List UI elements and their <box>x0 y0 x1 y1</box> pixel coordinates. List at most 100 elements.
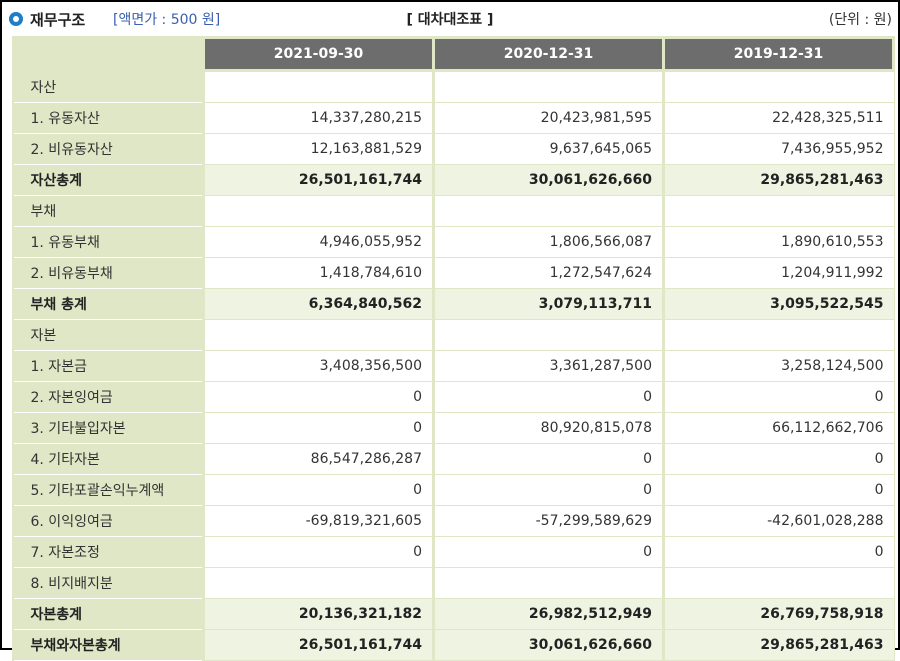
value-cell: 20,136,321,182 <box>202 598 434 630</box>
row-label: 2. 자본잉여금 <box>13 381 204 413</box>
value-cell <box>662 70 894 103</box>
header-blank-cell <box>12 36 205 72</box>
table-row: 7. 자본조정 0 0 0 <box>13 536 894 568</box>
section-row: 부채 <box>13 195 894 227</box>
total-row: 자산총계 26,501,161,744 30,061,626,660 29,865,2… <box>13 164 894 196</box>
value-cell: 0 <box>202 474 434 506</box>
value-cell: 26,982,512,949 <box>432 598 664 630</box>
total-row: 부채와자본총계 26,501,161,744 30,061,626,660 29,86… <box>13 629 894 661</box>
value-cell: 3,258,124,500 <box>662 350 894 382</box>
value-cell <box>432 70 664 103</box>
table-row: 1. 유동부채 4,946,055,952 1,806,566,087 1,890,6… <box>13 226 894 258</box>
row-label: 8. 비지배지분 <box>13 567 204 599</box>
row-label: 2. 비유동부채 <box>13 257 204 289</box>
value-cell: 80,920,815,078 <box>432 412 664 444</box>
value-cell <box>432 567 664 599</box>
value-cell <box>662 567 894 599</box>
balance-sheet-table: 2021-09-30 2020-12-31 2019-12-31 자산 1. 유동… <box>12 36 895 661</box>
value-cell: 3,361,287,500 <box>432 350 664 382</box>
table-row: 2. 비유동부채 1,418,784,610 1,272,547,624 1,204,… <box>13 257 894 289</box>
unit-label: (단위 : 원) <box>828 12 892 28</box>
row-label: 2. 비유동자산 <box>13 133 204 165</box>
table-body: 자산 1. 유동자산 14,337,280,215 20,423,981,595 22,… <box>13 70 894 661</box>
value-cell: 26,769,758,918 <box>662 598 894 630</box>
value-cell: 12,163,881,529 <box>202 133 434 165</box>
table-row: 6. 이익잉여금 -69,819,321,605 -57,299,589,629 -4… <box>13 505 894 537</box>
value-cell: 0 <box>662 474 894 506</box>
value-cell <box>202 567 434 599</box>
row-label: 1. 자본금 <box>13 350 204 382</box>
value-cell: 29,865,281,463 <box>662 164 894 196</box>
row-label: 자산 <box>13 70 204 103</box>
value-cell: 29,865,281,463 <box>662 629 894 661</box>
row-label: 3. 기타불입자본 <box>13 412 204 444</box>
value-cell: 26,501,161,744 <box>202 164 434 196</box>
row-label: 자본 <box>13 319 204 351</box>
value-cell: 0 <box>202 381 434 413</box>
row-label: 7. 자본조정 <box>13 536 204 568</box>
table-header-row: 2021-09-30 2020-12-31 2019-12-31 <box>12 36 895 72</box>
row-label: 자본총계 <box>13 598 204 630</box>
value-cell: 0 <box>662 443 894 475</box>
panel-title: 재무구조 <box>30 11 86 29</box>
row-label: 6. 이익잉여금 <box>13 505 204 537</box>
row-label: 부채 <box>13 195 204 227</box>
row-label: 부채와자본총계 <box>13 629 204 661</box>
value-cell: 14,337,280,215 <box>202 102 434 134</box>
table-row: 4. 기타자본 86,547,286,287 0 0 <box>13 443 894 475</box>
value-cell: 7,436,955,952 <box>662 133 894 165</box>
row-label: 5. 기타포괄손익누계액 <box>13 474 204 506</box>
value-cell: 0 <box>432 474 664 506</box>
value-cell: 22,428,325,511 <box>662 102 894 134</box>
table-row: 3. 기타불입자본 0 80,920,815,078 66,112,662,706 <box>13 412 894 444</box>
total-row: 부채 총계 6,364,840,562 3,079,113,711 3,095,522… <box>13 288 894 320</box>
row-label: 부채 총계 <box>13 288 204 320</box>
panel-header: 재무구조 [액면가 : 500 원] [ 대차대조표 ] (단위 : 원) <box>2 2 898 36</box>
column-header: 2021-09-30 <box>202 36 435 72</box>
value-cell: 9,637,645,065 <box>432 133 664 165</box>
value-cell: 30,061,626,660 <box>432 164 664 196</box>
statement-title: [ 대차대조표 ] <box>406 12 494 28</box>
value-cell: 26,501,161,744 <box>202 629 434 661</box>
value-cell <box>202 70 434 103</box>
value-cell: 1,890,610,553 <box>662 226 894 258</box>
value-cell: 0 <box>432 443 664 475</box>
row-label: 1. 유동부채 <box>13 226 204 258</box>
value-cell: 30,061,626,660 <box>432 629 664 661</box>
value-cell: -57,299,589,629 <box>432 505 664 537</box>
value-cell <box>432 319 664 351</box>
value-cell: 1,272,547,624 <box>432 257 664 289</box>
column-header: 2019-12-31 <box>662 36 895 72</box>
value-cell: 3,095,522,545 <box>662 288 894 320</box>
column-header: 2020-12-31 <box>432 36 665 72</box>
value-cell <box>662 319 894 351</box>
value-cell: 0 <box>662 381 894 413</box>
value-cell: 6,364,840,562 <box>202 288 434 320</box>
value-cell: -42,601,028,288 <box>662 505 894 537</box>
table-row: 5. 기타포괄손익누계액 0 0 0 <box>13 474 894 506</box>
par-value-label: [액면가 : 500 원] <box>113 12 221 28</box>
value-cell <box>202 319 434 351</box>
value-cell: 0 <box>202 536 434 568</box>
value-cell: 0 <box>432 381 664 413</box>
section-row: 자본 <box>13 319 894 351</box>
total-row: 자본총계 20,136,321,182 26,982,512,949 26,769,7… <box>13 598 894 630</box>
value-cell: 4,946,055,952 <box>202 226 434 258</box>
table-row: 8. 비지배지분 <box>13 567 894 599</box>
value-cell: 3,079,113,711 <box>432 288 664 320</box>
row-label: 4. 기타자본 <box>13 443 204 475</box>
value-cell: 66,112,662,706 <box>662 412 894 444</box>
value-cell: 1,418,784,610 <box>202 257 434 289</box>
value-cell: 1,806,566,087 <box>432 226 664 258</box>
value-cell: 3,408,356,500 <box>202 350 434 382</box>
value-cell: 1,204,911,992 <box>662 257 894 289</box>
value-cell <box>202 195 434 227</box>
table-row: 2. 자본잉여금 0 0 0 <box>13 381 894 413</box>
value-cell: 20,423,981,595 <box>432 102 664 134</box>
value-cell: 0 <box>662 536 894 568</box>
value-cell: 0 <box>432 536 664 568</box>
section-bullet-icon <box>9 12 23 26</box>
table-row: 1. 자본금 3,408,356,500 3,361,287,500 3,258,12… <box>13 350 894 382</box>
table-row: 2. 비유동자산 12,163,881,529 9,637,645,065 7,436… <box>13 133 894 165</box>
